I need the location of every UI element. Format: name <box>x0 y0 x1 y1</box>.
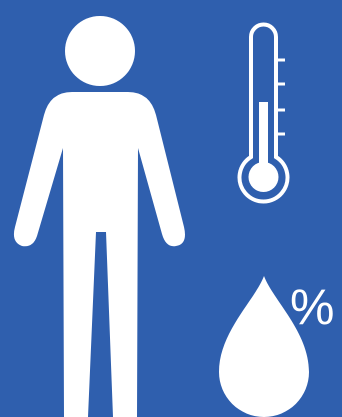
person-icon <box>13 16 185 417</box>
thermometer-outline <box>237 22 290 204</box>
thermometer-bulb <box>248 162 279 192</box>
thermometer-mercury-column <box>259 102 268 166</box>
water-drop-icon <box>219 276 309 417</box>
person-body <box>13 92 185 417</box>
humidity-percent-symbol: % <box>290 279 334 335</box>
thermometer-icon <box>237 22 290 204</box>
person-head <box>65 16 135 86</box>
